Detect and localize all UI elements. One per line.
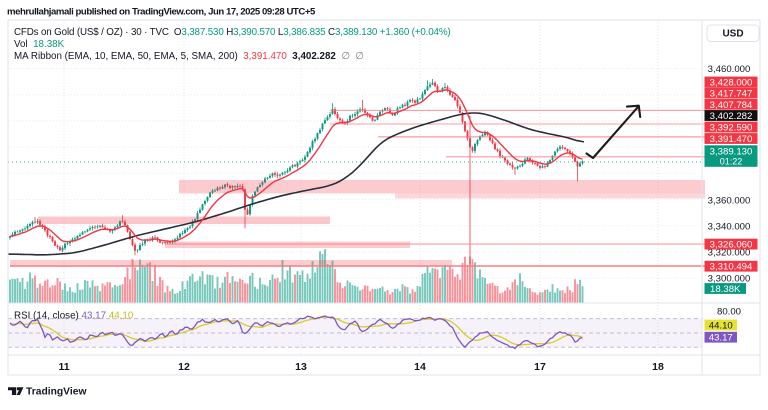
svg-text:18: 18 [652, 361, 664, 373]
svg-text:CFDs on Gold (US$ / OZ) · 30 ·: CFDs on Gold (US$ / OZ) · 30 · TVC O3,38… [14, 27, 451, 38]
svg-text:3,428.000: 3,428.000 [710, 78, 753, 89]
svg-text:01:22: 01:22 [720, 157, 743, 167]
svg-text:3,310.494: 3,310.494 [710, 262, 753, 273]
svg-text:12: 12 [178, 361, 190, 373]
svg-text:17: 17 [534, 361, 546, 373]
svg-text:3,391.470: 3,391.470 [710, 134, 753, 145]
svg-text:3,300.000: 3,300.000 [708, 274, 751, 285]
svg-text:mehrullahjamali published on T: mehrullahjamali published on TradingView… [7, 7, 316, 18]
svg-text:18.38K: 18.38K [710, 284, 741, 295]
svg-text:3,340.000: 3,340.000 [708, 222, 751, 233]
svg-text:3,402.282: 3,402.282 [710, 111, 753, 122]
svg-text:3,326.060: 3,326.060 [710, 240, 753, 251]
svg-text:14: 14 [414, 361, 426, 373]
svg-text:3,320.000: 3,320.000 [708, 248, 751, 259]
svg-text:3,389.130: 3,389.130 [710, 147, 753, 158]
svg-text:3,360.000: 3,360.000 [708, 196, 751, 207]
svg-text:3,460.000: 3,460.000 [708, 64, 751, 75]
svg-text:3,417.747: 3,417.747 [710, 89, 753, 100]
svg-text:3,407.784: 3,407.784 [710, 100, 753, 111]
svg-text:Vol 18.38K: Vol 18.38K [14, 39, 65, 50]
svg-text:80.00: 80.00 [717, 307, 741, 318]
svg-text:3,392.590: 3,392.590 [710, 123, 753, 134]
svg-text:MA Ribbon (EMA, 10, EMA, 50, E: MA Ribbon (EMA, 10, EMA, 50, EMA, 5, SMA… [14, 51, 364, 62]
svg-text:13: 13 [295, 361, 307, 373]
svg-text:11: 11 [58, 361, 69, 373]
svg-text:TradingView: TradingView [26, 387, 87, 398]
svg-text:44.10: 44.10 [709, 321, 733, 332]
svg-text:USD: USD [722, 29, 743, 40]
svg-text:43.17: 43.17 [709, 333, 733, 344]
svg-text:RSI (14, close) 43.17 44.10: RSI (14, close) 43.17 44.10 [14, 311, 134, 322]
